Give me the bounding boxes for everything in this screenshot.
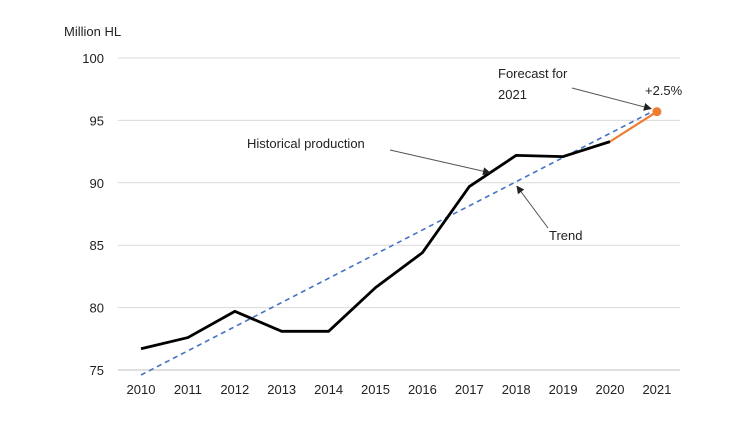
x-tick-2019: 2019 (549, 382, 578, 397)
y-tick-80: 80 (90, 301, 104, 316)
x-tick-2013: 2013 (267, 382, 296, 397)
x-tick-2015: 2015 (361, 382, 390, 397)
arrow-forecast (571, 87, 652, 111)
x-tick-2018: 2018 (502, 382, 531, 397)
y-tick-75: 75 (90, 363, 104, 378)
y-tick-90: 90 (90, 176, 104, 191)
arrow-trend (516, 185, 549, 229)
series-layer (140, 107, 662, 376)
trend-line (140, 108, 658, 376)
x-tick-2010: 2010 (127, 382, 156, 397)
arrow-historical (389, 149, 491, 176)
x-tick-2016: 2016 (408, 382, 437, 397)
x-tick-2021: 2021 (642, 382, 671, 397)
annotation-trend: Trend (549, 228, 582, 243)
x-tick-2012: 2012 (220, 382, 249, 397)
annotation-change-percent: +2.5% (645, 83, 683, 98)
y-tick-labels: 75 80 85 90 95 100 (82, 51, 104, 378)
x-tick-labels: 2010 2011 2012 2013 2014 2015 2016 2017 2018 2019… (127, 382, 672, 397)
annotation-forecast-line2: 2021 (498, 87, 527, 102)
x-tick-2020: 2020 (596, 382, 625, 397)
forecast-2021-point (652, 107, 662, 117)
y-tick-95: 95 (90, 113, 104, 128)
x-tick-2017: 2017 (455, 382, 484, 397)
x-tick-2011: 2011 (174, 382, 202, 397)
x-tick-2014: 2014 (314, 382, 343, 397)
y-axis-title: Million HL (64, 24, 121, 39)
annotation-forecast-line1: Forecast for (498, 66, 568, 81)
y-tick-85: 85 (90, 238, 104, 253)
historical-production-line (140, 140, 611, 351)
y-tick-100: 100 (82, 51, 104, 66)
gridlines (118, 57, 680, 371)
annotations: Historical production Forecast for 2021 … (247, 66, 683, 243)
forecast-line (609, 110, 658, 143)
annotation-historical-production: Historical production (247, 136, 365, 151)
